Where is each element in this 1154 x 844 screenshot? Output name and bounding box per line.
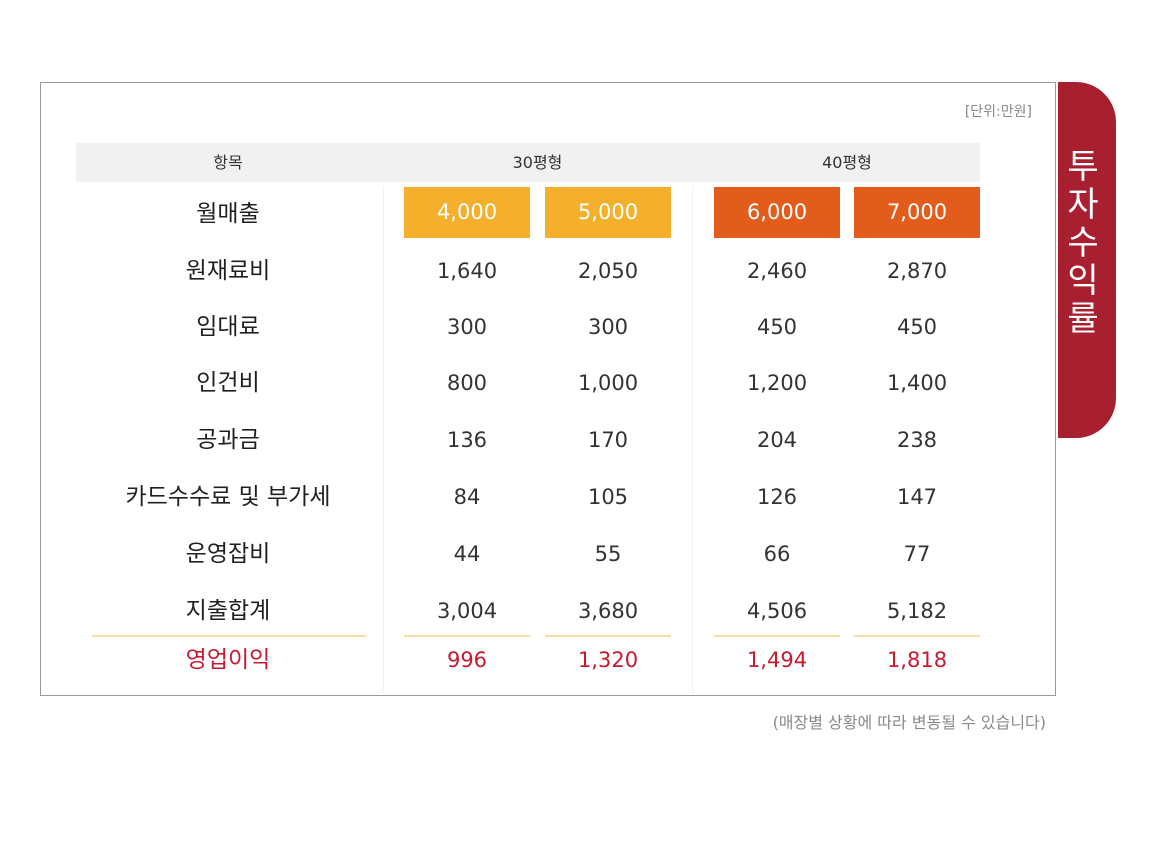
table-cell: 170 [587, 428, 629, 452]
table-cell: 55 [594, 542, 622, 566]
table-cell: 450 [756, 315, 798, 339]
table-cell: 44 [453, 542, 481, 566]
side-tab [1058, 82, 1116, 438]
table-cell: 1,640 [436, 259, 498, 283]
profit-cell: 1,494 [746, 648, 808, 672]
profit-cell: 1,818 [886, 648, 948, 672]
table-cell: 77 [903, 542, 931, 566]
table-cell: 238 [896, 428, 938, 452]
footnote: (매장별 상황에 따라 변동될 수 있습니다) [772, 713, 1046, 732]
table-cell: 3,680 [577, 599, 639, 623]
row-label-utilities: 공과금 [196, 427, 260, 453]
header-30: 30평형 [512, 153, 563, 172]
row-label-card-fees-vat: 카드수수료 및 부가세 [125, 484, 331, 510]
table-cell: 2,870 [886, 259, 948, 283]
table-panel [40, 82, 1056, 696]
sales-30-a: 4,000 [404, 187, 530, 238]
total-underline [714, 635, 840, 637]
column-divider [692, 186, 693, 694]
table-cell: 1,200 [746, 371, 808, 395]
row-label-misc: 운영잡비 [185, 541, 271, 567]
table-cell: 2,460 [746, 259, 808, 283]
total-underline [545, 635, 671, 637]
row-label-total-expense: 지출합계 [185, 598, 271, 624]
table-cell: 147 [896, 485, 938, 509]
table-cell: 5,182 [886, 599, 948, 623]
table-cell: 136 [446, 428, 488, 452]
table-cell: 1,000 [577, 371, 639, 395]
table-cell: 204 [756, 428, 798, 452]
table-cell: 450 [896, 315, 938, 339]
row-label-operating-profit: 영업이익 [185, 647, 271, 673]
profit-cell: 1,320 [577, 648, 639, 672]
row-label-rent: 임대료 [196, 314, 260, 340]
column-divider [383, 186, 384, 694]
table-cell: 84 [453, 485, 481, 509]
table-cell: 105 [587, 485, 629, 509]
total-underline [92, 635, 366, 637]
table-cell: 66 [763, 542, 791, 566]
table-cell: 4,506 [746, 599, 808, 623]
table-cell: 800 [446, 371, 488, 395]
table-cell: 300 [446, 315, 488, 339]
row-label-monthly-sales: 월매출 [196, 201, 260, 227]
sales-30-b: 5,000 [545, 187, 671, 238]
side-tab-label: 투자수익률 [1067, 147, 1099, 339]
sales-40-b: 7,000 [854, 187, 980, 238]
unit-label: [단위:만원] [964, 104, 1032, 120]
header-item: 항목 [213, 153, 243, 172]
table-header [76, 143, 980, 182]
row-label-materials: 원재료비 [185, 258, 271, 284]
total-underline [404, 635, 530, 637]
table-cell: 2,050 [577, 259, 639, 283]
table-cell: 3,004 [436, 599, 498, 623]
sales-40-a: 6,000 [714, 187, 840, 238]
table-cell: 300 [587, 315, 629, 339]
table-cell: 1,400 [886, 371, 948, 395]
total-underline [854, 635, 980, 637]
table-cell: 126 [756, 485, 798, 509]
header-40: 40평형 [822, 153, 872, 172]
row-label-labor: 인건비 [196, 370, 260, 396]
profit-cell: 996 [446, 648, 488, 672]
